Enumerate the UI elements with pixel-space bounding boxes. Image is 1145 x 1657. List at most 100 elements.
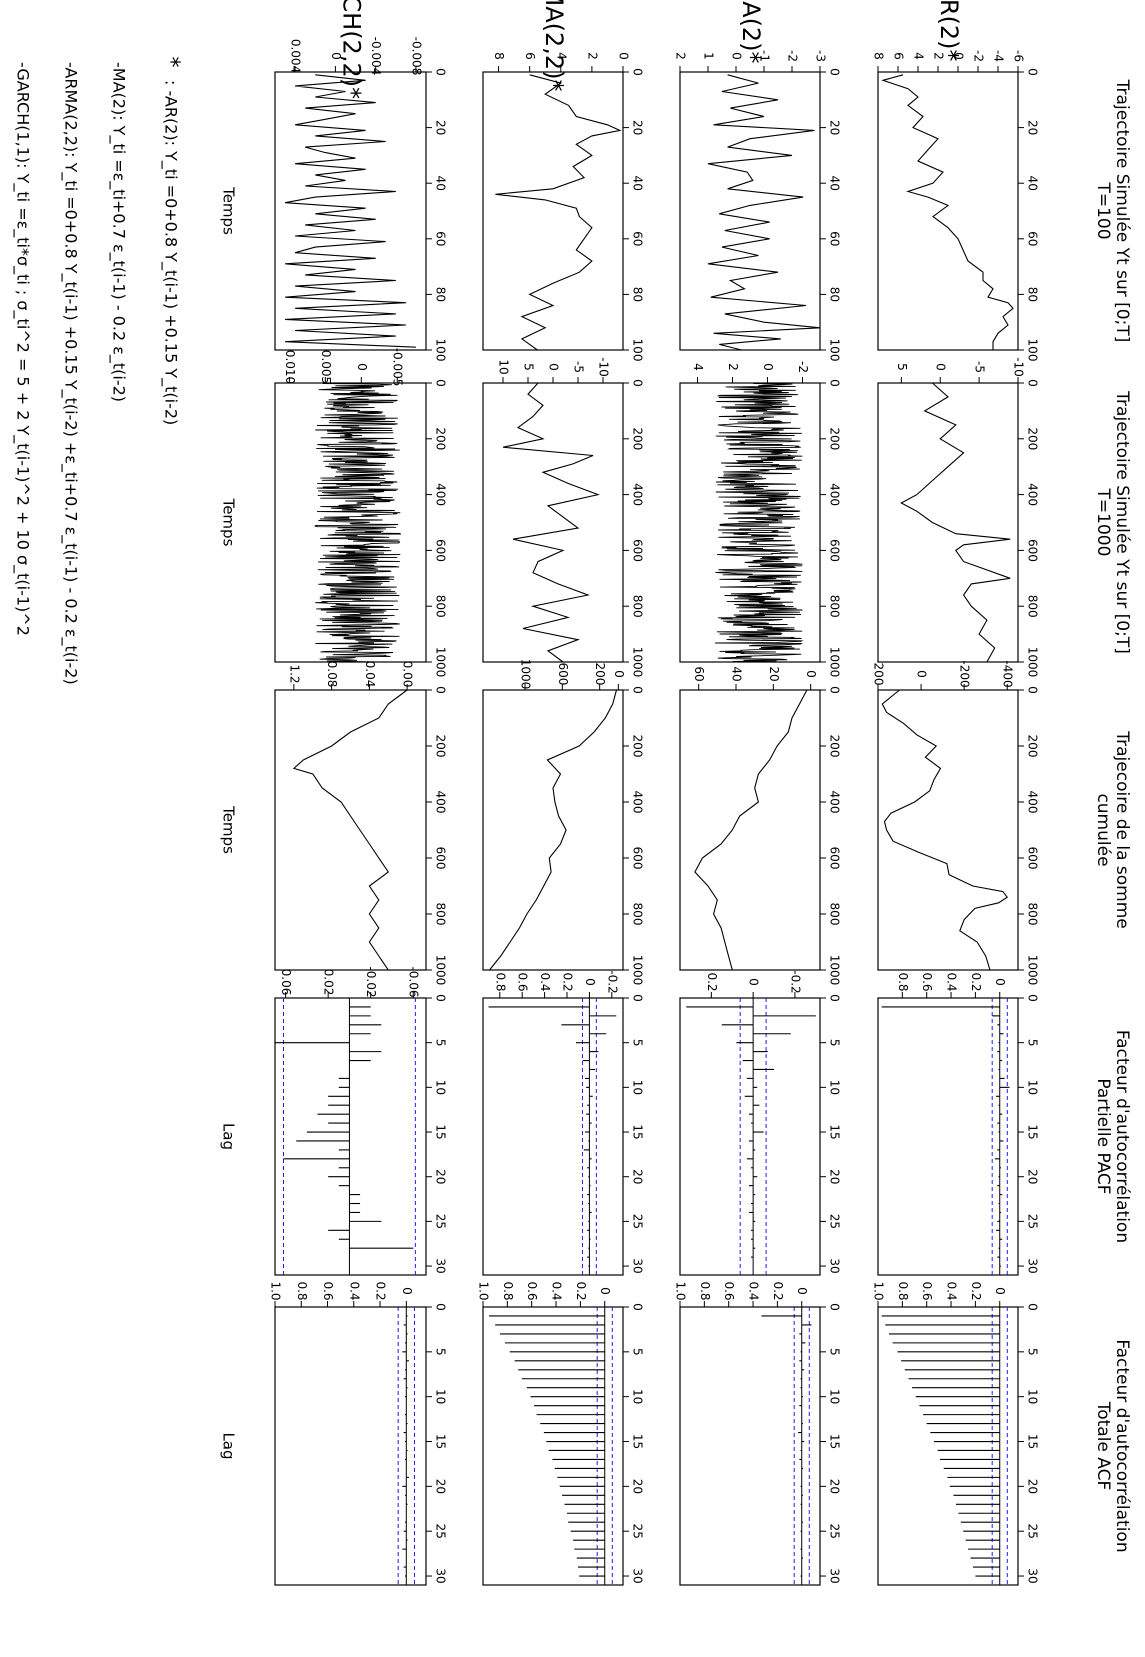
plot-frame: [274, 1306, 427, 1586]
x-tick-label: 80: [434, 287, 448, 302]
y-tick-label: 0.6: [920, 972, 934, 991]
x-tick-label: 0: [434, 379, 448, 387]
formula-ar: : -AR(2): Y_ti =0+0.8 Y_t(i-1) +0.15 Y_t…: [161, 80, 181, 425]
y-tick-label: 0: [761, 363, 775, 371]
y-tick-label: 0: [612, 670, 626, 678]
x-tick-label: 200: [828, 427, 842, 450]
y-tick-label: -2: [972, 50, 986, 62]
panel-arma-2-2-t-100: 0 20 40 60 80 100 0 2 4 6 8: [482, 52, 645, 362]
x-tick-label: 400: [434, 483, 448, 506]
y-tick-label: -200: [958, 660, 972, 687]
y-tick-label: -3: [814, 50, 828, 62]
x-tick-label: 20: [828, 120, 842, 135]
y-tick-label: 20: [767, 666, 781, 681]
x-tick-label: 25: [434, 1524, 448, 1539]
x-tick-label: 5: [631, 1039, 645, 1047]
y-tick-label: 0: [400, 1287, 414, 1295]
x-tick-label: 25: [631, 1524, 645, 1539]
y-tick-label: 60: [692, 666, 706, 681]
x-tick-label: 5: [828, 1039, 842, 1047]
y-tick-label: 0.8: [295, 1281, 309, 1300]
x-tick-label: 40: [631, 176, 645, 191]
x-tick-label: 0: [1026, 379, 1040, 387]
x-tick-label: 400: [631, 791, 645, 814]
x-tick-label: 5: [434, 1348, 448, 1356]
y-tick-label: -0.06: [407, 966, 421, 997]
x-tick-label: 0: [1026, 68, 1040, 76]
panel-arma-2-2-cumsum: 0 200 400 600 800 1000 0 200 600 1000: [482, 659, 645, 986]
x-tick-label: 10: [631, 1389, 645, 1404]
x-tick-label: 15: [1026, 1434, 1040, 1449]
x-tick-label: 400: [828, 483, 842, 506]
y-tick-label: 0.02: [322, 969, 336, 996]
x-tick-label: 200: [434, 427, 448, 450]
x-tick-label: 30: [631, 1568, 645, 1583]
x-tick-label: 800: [631, 595, 645, 618]
x-tick-label: 200: [631, 427, 645, 450]
x-tick-label: 1000: [434, 955, 448, 986]
x-tick-label: 60: [434, 231, 448, 246]
y-tick-label: 0: [934, 363, 948, 371]
x-tick-label: 0: [1026, 686, 1040, 694]
plot-frame: [877, 1306, 1019, 1586]
x-tick-label: 100: [1026, 339, 1040, 362]
y-tick-label: -1: [758, 50, 772, 62]
x-tick-label: 1000: [631, 955, 645, 986]
x-tick-label: 20: [631, 1169, 645, 1184]
x-tick-label: 15: [1026, 1124, 1040, 1139]
y-tick-label: 0.6: [525, 1281, 539, 1300]
column-title-4-line-2: Partielle PACF: [1093, 1078, 1113, 1194]
y-tick-label: 1000: [519, 659, 533, 690]
y-tick-label: 0: [329, 52, 343, 60]
x-tick-label: 10: [828, 1389, 842, 1404]
panel-ma-2-pacf: 0 5 10 15 20 25 30 -0.2 0 0.2: [679, 970, 842, 1276]
panel-ar-2-cumsum: 0 200 400 600 800 1000 -400 -200 0 200: [872, 660, 1040, 985]
x-tick-label: 25: [1026, 1214, 1040, 1229]
y-tick-label: 8: [872, 52, 886, 60]
y-tick-label: 0.2: [561, 972, 575, 991]
y-tick-label: -6: [1012, 50, 1026, 62]
formula-star: *: [158, 57, 183, 68]
x-tick-label: 5: [631, 1348, 645, 1356]
plot-frame: [877, 382, 1019, 663]
x-tick-label: 15: [434, 1434, 448, 1449]
formula-arma: -ARMA(2,2): Y_ti =0+0.8 Y_t(i-1) +0.15 Y…: [61, 62, 81, 685]
panel-garch-2-2-acf: 0 5 10 15 20 25 30 0 0.2 0.4 0.6 0.8 1.0: [269, 1281, 448, 1586]
panel-ar-2-pacf: 0 5 10 15 20 25 30 0 0.2 0.4 0.6 0.8: [877, 972, 1040, 1276]
y-tick-label: 0.2: [705, 972, 719, 991]
plot-frame: [679, 71, 821, 351]
x-tick-label: 1000: [1026, 955, 1040, 986]
series-line: [292, 689, 408, 971]
x-tick-label: 600: [631, 539, 645, 562]
x-tick-label: 200: [1026, 427, 1040, 450]
y-tick-label: 0.4: [945, 972, 959, 991]
x-tick-label: 80: [828, 287, 842, 302]
x-tick-label: 100: [631, 339, 645, 362]
y-tick-label: 2: [932, 52, 946, 60]
series-line: [502, 382, 600, 663]
x-tick-label: 0: [434, 68, 448, 76]
y-tick-label: 0.8: [896, 1281, 910, 1300]
y-tick-label: -10: [1012, 357, 1026, 377]
y-tick-label: 2: [585, 52, 599, 60]
column-title-5-line-2: Totale ACF: [1093, 1401, 1113, 1491]
y-tick-label: 0: [915, 670, 929, 678]
y-tick-label: 0: [547, 363, 561, 371]
x-tick-label: 600: [1026, 847, 1040, 870]
x-tick-label: 20: [434, 120, 448, 135]
x-tick-label: 5: [828, 1348, 842, 1356]
y-tick-label: 0.6: [516, 972, 530, 991]
y-tick-label: 1.0: [477, 1281, 491, 1300]
row-title-garch-2-2: GARCH(2,2)*: [338, 0, 366, 99]
x-tick-label: 25: [631, 1214, 645, 1229]
y-tick-label: -2: [796, 361, 810, 373]
panel-garch-2-2-t-100: 0 20 40 60 80 100 -0.008 -0.004 0 0.004: [274, 37, 448, 361]
y-tick-label: 1.0: [269, 1281, 283, 1300]
x-tick-label: 80: [631, 287, 645, 302]
plot-frame: [679, 382, 821, 663]
panel-garch-2-2-t-1000: 0 200 400 600 800 1000 -0.005 0 0.005 0.010: [274, 348, 448, 677]
x-tick-label: 0: [828, 68, 842, 76]
column-title-5-line-1: Facteur d'autocorrélation: [1112, 1339, 1132, 1552]
series-line: [707, 74, 821, 351]
